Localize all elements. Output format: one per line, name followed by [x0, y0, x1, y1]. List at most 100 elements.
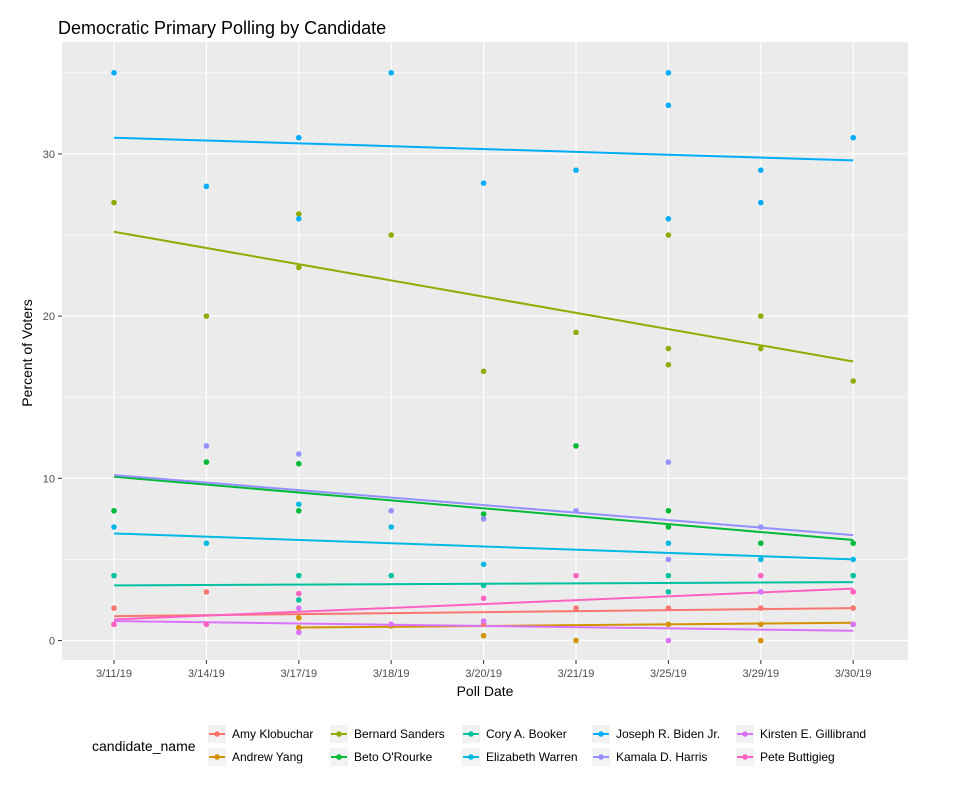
data-point [850, 556, 856, 563]
data-point [480, 516, 487, 522]
legend-key-point [214, 754, 220, 760]
data-point [573, 443, 579, 449]
x-tick-label: 3/18/19 [373, 668, 410, 680]
data-point [480, 595, 487, 602]
data-point [296, 501, 302, 508]
data-point [296, 605, 302, 611]
data-point [296, 451, 302, 457]
data-point [758, 199, 764, 206]
data-point [296, 590, 302, 597]
data-point [203, 459, 210, 465]
data-point [665, 459, 672, 465]
data-point [111, 572, 117, 579]
data-point [665, 524, 672, 530]
data-point [203, 621, 210, 628]
data-point [758, 313, 764, 319]
trend-line [113, 587, 854, 621]
y-tick-label: 30 [43, 149, 55, 161]
data-point [296, 211, 302, 217]
data-point [665, 70, 672, 76]
data-point [480, 582, 487, 589]
data-point [665, 345, 672, 352]
legend-item: Beto O'Rourke [330, 748, 433, 766]
legend-item: Andrew Yang [208, 748, 303, 766]
data-point [296, 629, 302, 636]
trend-line [113, 136, 854, 162]
data-point [203, 183, 210, 190]
data-point [758, 589, 764, 595]
legend-label: Andrew Yang [232, 750, 303, 764]
legend-key-point [468, 754, 474, 760]
legend-item: Kamala D. Harris [592, 748, 707, 766]
data-point [203, 313, 210, 319]
data-point [480, 632, 487, 639]
legend-label: Amy Klobuchar [232, 727, 313, 741]
data-point [758, 637, 764, 644]
data-point [850, 378, 856, 384]
data-point [850, 134, 856, 141]
data-point [203, 589, 210, 595]
data-point [296, 624, 302, 631]
x-tick-label: 3/25/19 [650, 668, 687, 680]
data-point [480, 618, 487, 624]
data-point [296, 597, 302, 603]
legend-label: Joseph R. Biden Jr. [616, 727, 720, 741]
legend-key-point [336, 754, 342, 760]
x-tick-label: 3/17/19 [280, 668, 317, 680]
data-point [480, 180, 487, 186]
legend-label: Kirsten E. Gillibrand [760, 727, 866, 741]
trend-line [113, 230, 854, 363]
data-point [665, 589, 672, 595]
data-point [111, 507, 117, 514]
legend-label: Beto O'Rourke [354, 750, 433, 764]
data-point [296, 216, 302, 222]
data-point [573, 605, 579, 611]
plot-panel [62, 42, 908, 660]
trend-line [113, 532, 854, 561]
trend-line [113, 474, 854, 537]
panel-background [62, 42, 908, 660]
data-point [111, 605, 117, 611]
data-point [758, 572, 764, 579]
data-point [850, 572, 856, 579]
legend-key-point [742, 754, 748, 760]
legend: candidate_name Amy Klobuchar Andrew Yang Be… [92, 725, 866, 766]
data-point [296, 507, 302, 514]
data-point [665, 102, 672, 109]
legend-item: Pete Buttigieg [736, 748, 835, 766]
data-point [758, 621, 764, 628]
data-point [665, 216, 672, 222]
legend-item: Amy Klobuchar [208, 725, 313, 743]
legend-item: Joseph R. Biden Jr. [592, 725, 720, 743]
data-point [758, 345, 764, 352]
legend-key-point [598, 754, 604, 760]
y-tick-label: 0 [49, 636, 55, 648]
data-point [111, 70, 117, 76]
data-point [758, 605, 764, 611]
data-point [480, 368, 487, 375]
trend-line [113, 475, 854, 541]
data-point [388, 572, 395, 579]
data-point [665, 572, 672, 579]
legend-label: Pete Buttigieg [760, 750, 835, 764]
data-point [388, 232, 395, 238]
data-point [388, 621, 395, 628]
data-point [850, 605, 856, 611]
legend-label: Bernard Sanders [354, 727, 445, 741]
chart-title: Democratic Primary Polling by Candidate [58, 18, 386, 38]
data-point [296, 460, 302, 467]
data-point [758, 540, 764, 547]
data-point [665, 637, 672, 644]
legend-label: Cory A. Booker [486, 727, 567, 741]
legend-item: Elizabeth Warren [462, 748, 578, 766]
data-point [665, 232, 672, 238]
data-point [665, 556, 672, 563]
x-axis-title: Poll Date [457, 683, 514, 699]
data-point [850, 589, 856, 595]
data-point [111, 199, 117, 206]
data-point [665, 507, 672, 514]
x-tick-label: 3/11/19 [96, 668, 132, 680]
y-axis-title: Percent of Voters [19, 299, 35, 406]
data-point [203, 540, 210, 547]
